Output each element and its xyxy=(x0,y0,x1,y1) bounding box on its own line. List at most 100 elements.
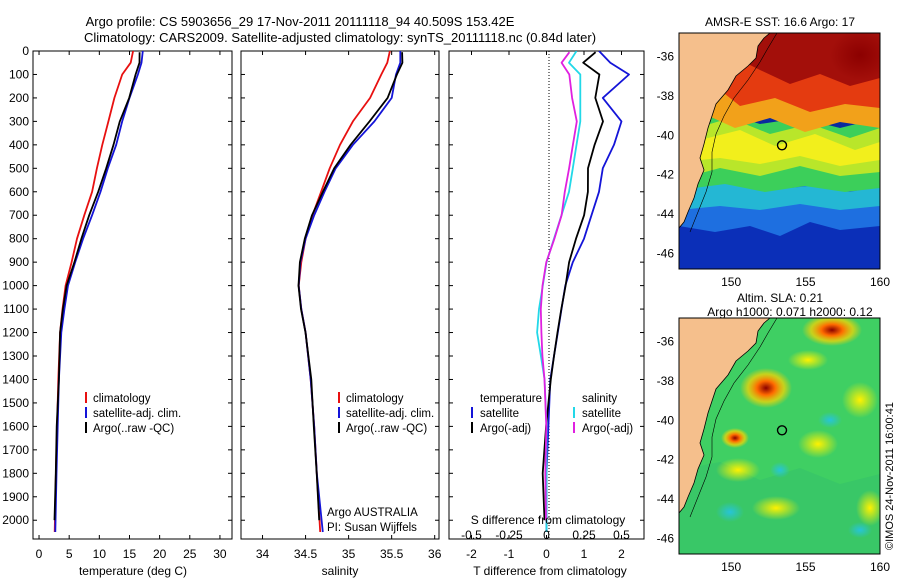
legend-label-t-satellite: satellite xyxy=(480,408,519,420)
y-tick-label: 1300 xyxy=(2,349,29,363)
x-tick-label: -1 xyxy=(504,547,515,561)
y-tick-label: 600 xyxy=(9,185,29,199)
legend-label-climatology: climatology xyxy=(93,393,151,405)
pi-note: PI: Susan Wijffels xyxy=(327,522,417,534)
map-y-tick-label: -38 xyxy=(657,89,675,103)
map-x-tick-label: 150 xyxy=(721,275,741,289)
x-tick-label: 35.5 xyxy=(380,547,404,561)
salinity-legend: climatology satellite-adj. clim. Argo(..… xyxy=(338,392,434,435)
x-tick-label: 0 xyxy=(36,547,43,561)
x-tick-label-salinity: 0.25 xyxy=(572,528,596,542)
map-y-tick-label: -40 xyxy=(657,128,675,142)
x-tick-label: 2 xyxy=(618,547,625,561)
y-tick-label: 1900 xyxy=(2,490,29,504)
x-tick-label: 34 xyxy=(256,547,270,561)
y-tick-label: 1400 xyxy=(2,372,29,386)
imos-stamp: ©IMOS 24-Nov-2011 16:00:41 xyxy=(884,402,896,550)
sla-map-frame xyxy=(678,317,881,555)
sst-map-image xyxy=(679,33,880,269)
sla-map-title-2: Argo h1000: 0.071 h2000: 0.12 xyxy=(707,305,873,319)
y-tick-label: 100 xyxy=(9,67,29,81)
sst-map-title: AMSR-E SST: 16.6 Argo: 17 xyxy=(705,15,855,29)
y-tick-label: 1100 xyxy=(3,302,29,316)
salinity-xlabel: salinity xyxy=(322,564,359,578)
map-y-tick-label: -46 xyxy=(657,246,675,260)
y-tick-label: 1200 xyxy=(2,326,29,340)
x-tick-label: 35 xyxy=(342,547,356,561)
y-tick-label: 1800 xyxy=(2,466,29,480)
y-tick-label: 200 xyxy=(9,91,29,105)
sst-map-frame xyxy=(678,32,881,270)
x-tick-label: 5 xyxy=(66,547,73,561)
x-tick-label: 0 xyxy=(543,547,550,561)
argo-position-marker xyxy=(776,140,788,151)
salinity-series-layer xyxy=(297,51,404,533)
argo-position-marker xyxy=(776,425,788,436)
x-tick-label: 30 xyxy=(213,547,227,561)
legend-label-argo: Argo(..raw -QC) xyxy=(346,423,427,435)
x-tick-label: 25 xyxy=(183,547,197,561)
x-tick-label-salinity: 0 xyxy=(543,528,550,542)
legend-label-satellite: satellite-adj. clim. xyxy=(93,408,181,420)
legend-label-s-satellite: satellite xyxy=(582,408,621,420)
temperature-xlabel: temperature (deg C) xyxy=(79,564,187,578)
sla-map-title-1: Altim. SLA: 0.21 xyxy=(737,291,823,305)
difference-series-layer xyxy=(536,51,630,539)
series-argo-raw-qc- xyxy=(53,52,141,521)
difference-xlabel-top: S difference from climatology xyxy=(471,513,626,527)
map-x-tick-label: 155 xyxy=(796,560,816,574)
map-y-tick-label: -44 xyxy=(657,207,675,221)
y-tick-label: 400 xyxy=(9,138,29,152)
sla-map-image xyxy=(679,318,880,554)
y-tick-label: 2000 xyxy=(2,513,29,527)
x-tick-label: -2 xyxy=(466,547,477,561)
x-tick-label-salinity: 0.5 xyxy=(613,528,630,542)
legend-title-temperature: temperature xyxy=(480,393,542,405)
difference-xlabel: T difference from climatology xyxy=(473,564,627,578)
legend-label-s-argo: Argo(-adj) xyxy=(582,423,633,435)
legend-label-argo: Argo(..raw -QC) xyxy=(93,423,174,435)
difference-legend-temperature: temperature satellite Argo(-adj) xyxy=(471,393,542,435)
map-x-tick-label: 160 xyxy=(870,275,890,289)
map-y-tick-label: -40 xyxy=(657,413,675,427)
header-line-1: Argo profile: CS 5903656_29 17-Nov-2011 … xyxy=(86,14,515,29)
y-tick-label: 0 xyxy=(22,44,29,58)
temperature-series-layer xyxy=(53,51,144,533)
header-line-2: Climatology: CARS2009. Satellite-adjuste… xyxy=(84,30,596,45)
x-tick-label: 34.5 xyxy=(294,547,318,561)
legend-label-satellite: satellite-adj. clim. xyxy=(346,408,434,420)
map-y-tick-label: -42 xyxy=(657,168,675,182)
legend-label-climatology: climatology xyxy=(346,393,404,405)
y-tick-label: 1600 xyxy=(2,419,29,433)
y-tick-label: 300 xyxy=(9,114,29,128)
argo-australia-note: Argo AUSTRALIA xyxy=(327,507,418,519)
map-x-tick-label: 150 xyxy=(721,560,741,574)
legend-title-salinity: salinity xyxy=(582,393,617,405)
map-y-tick-label: -36 xyxy=(657,50,675,64)
series-s-argo-adj- xyxy=(539,51,578,521)
map-y-tick-label: -44 xyxy=(657,492,675,506)
x-tick-label: 10 xyxy=(93,547,107,561)
tick-layer: 0 5 10 15 20 25 30 34 34.5 35 35.5 36 -2 -1 0 1 2 -0.5 -0.… xyxy=(2,44,890,574)
map-y-tick-label: -46 xyxy=(657,531,675,545)
x-tick-label-salinity: -0.25 xyxy=(495,528,523,542)
series-argo-raw-qc- xyxy=(297,52,404,521)
y-tick-label: 1000 xyxy=(2,279,29,293)
x-tick-label-salinity: -0.5 xyxy=(461,528,482,542)
legend-label-t-argo: Argo(-adj) xyxy=(480,423,531,435)
series-t-argo-adj- xyxy=(541,51,604,521)
map-x-tick-label: 155 xyxy=(796,275,816,289)
map-y-tick-label: -42 xyxy=(657,453,675,467)
temperature-legend: climatology satellite-adj. clim. Argo(..… xyxy=(85,392,181,435)
y-tick-label: 700 xyxy=(9,208,29,222)
map-y-tick-label: -36 xyxy=(657,335,675,349)
y-tick-label: 1700 xyxy=(2,443,29,457)
y-tick-label: 1500 xyxy=(2,396,29,410)
temperature-panel xyxy=(32,50,233,540)
y-tick-label: 900 xyxy=(9,255,29,269)
x-tick-label: 20 xyxy=(153,547,167,561)
x-tick-label: 15 xyxy=(123,547,137,561)
map-x-tick-label: 160 xyxy=(870,560,890,574)
salinity-panel xyxy=(240,50,440,540)
